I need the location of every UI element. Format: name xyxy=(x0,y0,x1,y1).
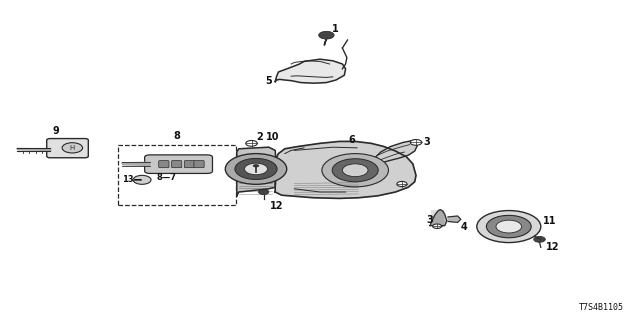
Text: T7S4B1105: T7S4B1105 xyxy=(579,303,624,312)
Text: 8: 8 xyxy=(173,132,180,141)
Circle shape xyxy=(322,154,388,187)
FancyBboxPatch shape xyxy=(47,139,88,158)
Polygon shape xyxy=(275,59,346,83)
Polygon shape xyxy=(122,162,150,165)
FancyBboxPatch shape xyxy=(184,161,195,168)
Circle shape xyxy=(244,163,268,175)
Text: 6: 6 xyxy=(349,135,356,145)
Polygon shape xyxy=(237,147,276,196)
Polygon shape xyxy=(368,140,417,177)
FancyBboxPatch shape xyxy=(159,161,169,168)
FancyBboxPatch shape xyxy=(172,161,182,168)
Circle shape xyxy=(62,143,83,153)
Text: 13—: 13— xyxy=(122,175,141,184)
FancyBboxPatch shape xyxy=(194,161,204,168)
Text: 10: 10 xyxy=(266,132,279,142)
Circle shape xyxy=(235,158,277,180)
Circle shape xyxy=(534,236,545,242)
Circle shape xyxy=(253,164,259,167)
Text: 11: 11 xyxy=(543,216,556,227)
Circle shape xyxy=(246,140,257,146)
Circle shape xyxy=(433,224,442,228)
Text: 12: 12 xyxy=(546,242,559,252)
Text: 9: 9 xyxy=(53,126,60,136)
FancyBboxPatch shape xyxy=(145,155,212,173)
Text: H: H xyxy=(70,145,75,151)
Circle shape xyxy=(319,31,334,39)
Circle shape xyxy=(342,164,368,177)
Circle shape xyxy=(477,211,541,243)
Polygon shape xyxy=(275,141,416,198)
Text: 12: 12 xyxy=(270,201,284,211)
Circle shape xyxy=(397,181,407,187)
Circle shape xyxy=(225,154,287,184)
Circle shape xyxy=(496,220,522,233)
Circle shape xyxy=(133,175,151,184)
Text: 5: 5 xyxy=(265,76,272,86)
Bar xyxy=(118,145,236,205)
Text: 3: 3 xyxy=(426,215,433,225)
Circle shape xyxy=(486,215,531,238)
Text: 1: 1 xyxy=(332,24,339,34)
Text: 4: 4 xyxy=(461,222,468,232)
Circle shape xyxy=(332,159,378,182)
Text: 8—7: 8—7 xyxy=(156,173,176,182)
Polygon shape xyxy=(430,210,447,226)
Circle shape xyxy=(259,189,269,195)
Polygon shape xyxy=(448,216,461,222)
Text: 2: 2 xyxy=(257,132,264,142)
Circle shape xyxy=(410,140,422,145)
Text: 3: 3 xyxy=(424,137,431,147)
Polygon shape xyxy=(17,148,51,150)
